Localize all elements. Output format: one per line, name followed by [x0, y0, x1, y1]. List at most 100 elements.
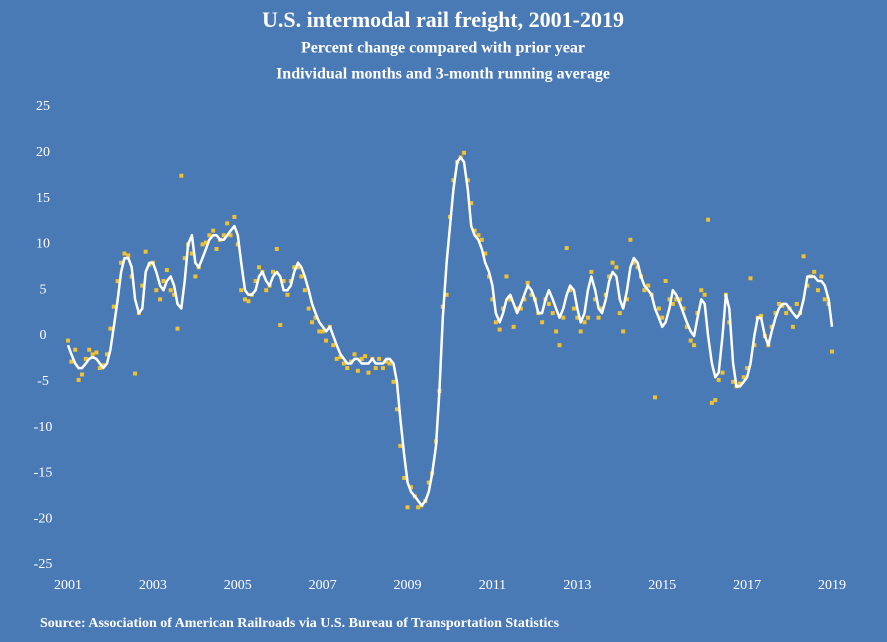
data-point: [274, 246, 279, 251]
x-tick-label: 2005: [224, 578, 252, 593]
data-point: [773, 311, 778, 316]
y-tick-label: 20: [36, 145, 50, 160]
y-tick-label: -5: [37, 374, 49, 389]
data-point: [193, 274, 198, 279]
data-point: [578, 329, 583, 334]
y-tick-label: 15: [36, 191, 50, 206]
x-tick-label: 2017: [733, 578, 761, 593]
data-point: [546, 301, 551, 306]
data-point: [642, 288, 647, 293]
data-point: [179, 173, 184, 178]
data-point: [69, 359, 74, 364]
data-point: [617, 311, 622, 316]
data-point: [493, 320, 498, 325]
data-point: [614, 265, 619, 270]
x-tick-label: 2011: [479, 578, 506, 593]
data-point: [670, 301, 675, 306]
data-point: [557, 343, 562, 348]
data-point: [684, 324, 689, 329]
source-note: Source: Association of American Railroad…: [40, 616, 560, 631]
data-point: [511, 324, 516, 329]
data-point: [554, 329, 559, 334]
data-point: [189, 251, 194, 256]
data-point: [776, 301, 781, 306]
data-point: [819, 274, 824, 279]
x-tick-label: 2007: [309, 578, 337, 593]
data-point: [164, 268, 169, 273]
data-point: [497, 327, 502, 332]
data-point: [540, 320, 545, 325]
data-point: [667, 297, 672, 302]
data-point: [324, 338, 329, 343]
data-point: [483, 251, 488, 256]
data-point: [111, 304, 116, 309]
data-point: [748, 276, 753, 281]
data-point: [794, 301, 799, 306]
data-point: [610, 260, 615, 265]
data-point: [571, 306, 576, 311]
data-point: [508, 297, 513, 302]
y-tick-label: -10: [34, 420, 53, 435]
data-point: [232, 214, 237, 219]
x-tick-label: 2003: [139, 578, 167, 593]
x-tick-label: 2015: [648, 578, 676, 593]
data-point: [345, 366, 350, 371]
y-tick-label: -20: [34, 511, 53, 526]
data-point: [416, 505, 421, 510]
data-point: [529, 292, 534, 297]
data-point: [207, 233, 212, 238]
data-point: [285, 292, 290, 297]
data-point: [596, 315, 601, 320]
data-point: [221, 233, 226, 238]
running-average-line: [66, 156, 834, 507]
data-point: [504, 274, 509, 279]
data-point: [331, 343, 336, 348]
data-point: [745, 366, 750, 371]
data-point: [200, 242, 205, 247]
data-point: [154, 288, 159, 293]
data-point: [366, 370, 371, 375]
y-tick-label: -15: [34, 466, 53, 481]
data-point: [182, 256, 187, 261]
data-point: [76, 377, 81, 382]
data-point: [126, 253, 131, 258]
data-point: [469, 201, 474, 206]
data-point: [97, 366, 102, 371]
data-point: [472, 228, 477, 233]
data-point: [143, 249, 148, 254]
data-point: [462, 150, 467, 155]
data-point: [561, 315, 566, 320]
data-point: [246, 299, 251, 304]
data-point: [175, 326, 180, 331]
data-point: [568, 288, 573, 293]
data-point: [264, 288, 269, 293]
data-point: [525, 280, 530, 285]
data-point: [585, 315, 590, 320]
data-point: [66, 338, 70, 343]
data-point: [646, 283, 651, 288]
data-point: [752, 343, 757, 348]
data-point: [334, 356, 339, 361]
data-point: [373, 366, 378, 371]
chart-subtitle: Individual months and 3-month running av…: [276, 66, 610, 83]
data-point: [582, 320, 587, 325]
data-point: [278, 323, 283, 328]
y-tick-label: 5: [40, 282, 47, 297]
x-tick-label: 2013: [563, 578, 591, 593]
data-point: [631, 260, 636, 265]
data-point: [108, 326, 113, 331]
data-point: [490, 297, 495, 302]
data-point: [80, 372, 85, 377]
data-point: [87, 347, 92, 352]
data-point: [550, 311, 555, 316]
data-point: [313, 315, 318, 320]
data-point: [702, 292, 707, 297]
data-point: [663, 279, 668, 284]
chart-title: U.S. intermodal rail freight, 2001-2019: [262, 7, 624, 32]
data-point: [653, 395, 658, 400]
x-tick-label: 2009: [394, 578, 422, 593]
data-point: [426, 480, 431, 485]
data-point: [593, 297, 598, 302]
chart-subtitle: Percent change compared with prior year: [301, 40, 585, 57]
data-point: [737, 381, 742, 386]
